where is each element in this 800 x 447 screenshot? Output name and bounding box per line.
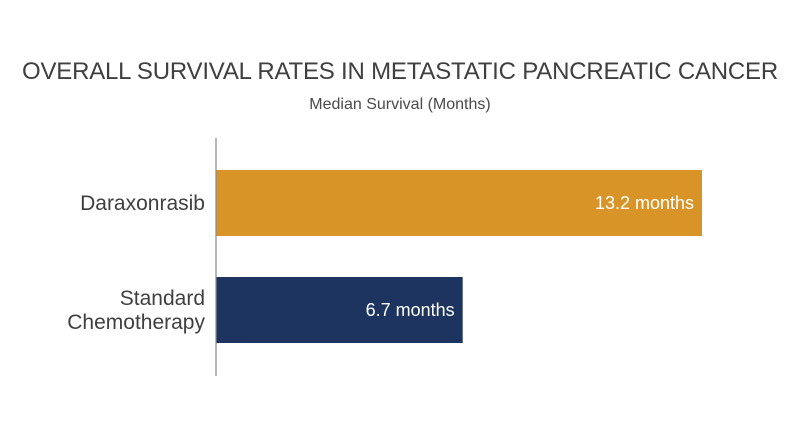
category-label-line: Standard (120, 287, 205, 310)
chart-title: OVERALL SURVIVAL RATES IN METASTATIC PAN… (21, 58, 778, 85)
category-label-1: Standard Chemotherapy (67, 287, 205, 334)
bar-value-label-1: 6.7 months (366, 300, 455, 320)
bars-layer: 13.2 months Daraxonrasib 6.7 months Standar… (67, 170, 702, 343)
category-label-line: Chemotherapy (67, 311, 205, 334)
bar-value-label-0: 13.2 months (595, 193, 694, 213)
bar-0 (216, 170, 702, 236)
chart-subtitle: Median Survival (Months) (309, 96, 491, 113)
category-label-0: Daraxonrasib (80, 192, 205, 215)
category-label-line: Daraxonrasib (80, 192, 205, 215)
bar-1 (216, 277, 463, 343)
